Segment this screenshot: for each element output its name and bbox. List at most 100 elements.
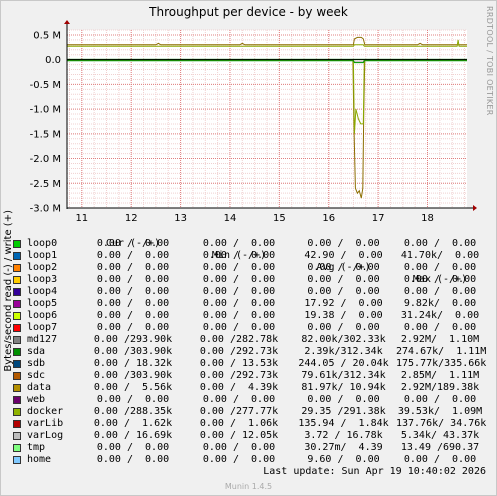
legend-min: 0.00 / 0.00 [202, 262, 276, 273]
legend-cur: 0.00 / 0.00 [96, 322, 170, 333]
x-tick-label: 17 [372, 213, 385, 224]
legend-max: 137.76k/ 34.76k [396, 418, 487, 429]
y-tick-label: 0.0 [45, 55, 61, 66]
legend-max: 9.82k/ 0.00 [403, 298, 477, 309]
legend-avg: 0.00 / 0.00 [307, 274, 380, 285]
legend-row: tmp 0.00 / 0.00 0.00 / 0.00 30.27m/ 4.39 13.… [11, 442, 479, 454]
legend-swatch [13, 240, 21, 248]
legend-swatch [13, 372, 21, 380]
legend-name: sdc [27, 370, 46, 381]
legend-row: loop0 0.00 / 0.00 0.00 / 0.00 0.00 / 0.00 0.… [11, 238, 476, 250]
x-axis-arrow [473, 205, 477, 211]
legend-min: 0.00 / 13.53k [199, 358, 279, 369]
legend-name: md127 [27, 334, 58, 345]
legend-cur: 0.00 /293.90k [93, 334, 173, 345]
legend-min: 0.00 / 4.39k [199, 382, 279, 393]
y-tick-label: -3.0 M [30, 204, 61, 215]
y-tick-label: 0.5 M [33, 30, 61, 41]
legend-avg: 30.27m/ 4.39 [304, 442, 383, 453]
legend-swatch [13, 336, 21, 344]
legend-name: loop1 [27, 250, 58, 261]
x-tick-label: 12 [125, 213, 138, 224]
legend-row: loop7 0.00 / 0.00 0.00 / 0.00 0.00 / 0.00 0.… [11, 322, 476, 334]
legend-row: loop5 0.00 / 0.00 0.00 / 0.00 17.92 / 0.00 9… [11, 298, 476, 310]
legend-cur: 0.00 / 0.00 [96, 454, 170, 465]
x-tick-label: 13 [174, 213, 187, 224]
legend-cur: 0.00 / 0.00 [96, 250, 170, 261]
legend-name: varLib [27, 418, 64, 429]
legend-avg: 244.05 / 20.04k [298, 358, 389, 369]
y-tick-label: -2.0 M [30, 154, 61, 165]
legend-max: 0.00 / 0.00 [403, 238, 477, 249]
legend-swatch [13, 360, 21, 368]
legend-name: sdb [27, 358, 46, 369]
legend-row: loop1 0.00 / 0.00 0.00 / 0.00 42.90 / 0.00 4… [11, 250, 479, 262]
legend-table: Cur (-/+) Min (-/+) Avg (-/+) Max (-/+) … [11, 226, 486, 466]
legend-min: 0.00 / 0.00 [202, 322, 276, 333]
legend-row: varLog 0.00 / 16.69k 0.00 / 12.05k 3.72 / 1… [11, 430, 479, 442]
legend-min: 0.00 / 0.00 [202, 310, 276, 321]
legend-header-min: Min (-/+) [211, 250, 267, 261]
legend-min: 0.00 / 0.00 [202, 238, 276, 249]
legend-max: 0.00 / 0.00 [403, 286, 477, 297]
legend-header-avg: Avg (-/+) [316, 262, 371, 273]
legend-cur: 0.00 / 1.62k [93, 418, 173, 429]
legend-row: home 0.00 / 0.00 0.00 / 0.00 9.60 / 0.00 0.0… [11, 454, 476, 466]
legend-max: 2.85M/ 1.11M [400, 370, 480, 381]
legend-avg: 0.00 / 0.00 [307, 322, 380, 333]
legend-name: data [27, 382, 52, 393]
legend-max: 2.92M/189.38k [400, 382, 480, 393]
legend-row: loop2 0.00 / 0.00 0.00 / 0.00 0.00 / 0.00 0.… [11, 262, 476, 274]
legend-min: 0.00 / 0.00 [202, 298, 276, 309]
series-docker-write-line [67, 39, 467, 47]
legend-swatch [13, 420, 21, 428]
legend-cur: 0.00 / 0.00 [96, 286, 170, 297]
legend-header-max: Max (-/+) [412, 274, 468, 285]
legend-cur: 0.00 / 0.00 [96, 442, 170, 453]
legend-min: 0.00 / 0.00 [202, 394, 276, 405]
legend-avg: 0.00 / 0.00 [307, 394, 380, 405]
legend-min: 0.00 /292.73k [199, 370, 279, 381]
legend-avg: 79.61k/312.34k [301, 370, 386, 381]
legend-swatch [13, 324, 21, 332]
x-tick-label: 15 [273, 213, 286, 224]
legend-max: 274.67k/ 1.11M [396, 346, 487, 357]
legend-max: 31.24k/ 0.00 [400, 310, 480, 321]
chart-title: Throughput per device - by week [149, 5, 348, 19]
legend-row: web 0.00 / 0.00 0.00 / 0.00 0.00 / 0.00 0.00… [11, 394, 476, 406]
legend-swatch [13, 276, 21, 284]
legend-max: 0.00 / 0.00 [403, 262, 477, 273]
y-tick-label: -0.5 M [30, 80, 61, 91]
legend-header-cur: Cur (-/+) [105, 238, 161, 249]
legend-cur: 0.00 / 0.00 [96, 238, 170, 249]
series-sda-read-line [67, 60, 467, 64]
legend-min: 0.00 / 0.00 [202, 250, 276, 261]
chart-area: 0.5 M 0.0 -0.5 M -1.0 M -1.5 M -2.0 M -2.5 M -3… [30, 20, 477, 224]
series-data-write-line [67, 36, 467, 46]
legend-max: 39.53k/ 1.09M [397, 406, 483, 417]
legend-avg: 3.72 / 16.78k [304, 430, 383, 441]
legend-cur: 0.00 /288.35k [93, 406, 173, 417]
legend-name: web [27, 394, 46, 405]
legend-max: 0.00 / 0.00 [403, 322, 477, 333]
legend-avg: 81.97k/ 10.94k [301, 382, 386, 393]
legend-min: 0.00 /282.78k [199, 334, 279, 345]
x-tick-label: 14 [224, 213, 237, 224]
legend-swatch [13, 444, 21, 452]
legend-cur: 0.00 / 0.00 [96, 274, 170, 285]
legend-max: 0.00 / 0.00 [403, 394, 477, 405]
legend-swatch [13, 288, 21, 296]
legend-row: docker 0.00 /288.35k 0.00 /277.77k 29.35 /2… [11, 406, 482, 418]
legend-avg: 2.39k/312.34k [304, 346, 383, 357]
legend-swatch [13, 384, 21, 392]
y-axis-arrow [64, 20, 70, 24]
legend-name: loop4 [27, 286, 58, 297]
legend-name: loop7 [27, 322, 58, 333]
legend-name: loop0 [27, 238, 58, 249]
x-tick-label: 16 [322, 213, 335, 224]
series-docker-read-line [67, 59, 467, 134]
legend-max: 2.92M/ 1.10M [400, 334, 480, 345]
legend-avg: 0.00 / 0.00 [307, 262, 380, 273]
legend-row: loop4 0.00 / 0.00 0.00 / 0.00 0.00 / 0.00 0.… [11, 286, 476, 298]
legend-cur: 0.00 / 0.00 [96, 394, 170, 405]
